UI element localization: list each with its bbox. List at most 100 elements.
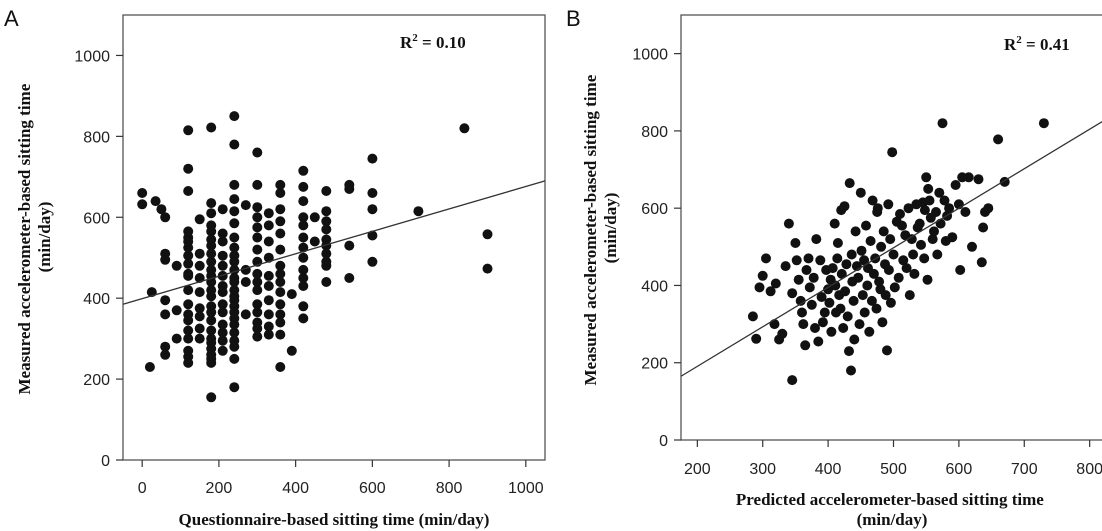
data-point <box>973 174 984 185</box>
x-tick-label: 400 <box>815 461 842 478</box>
data-point <box>229 218 240 229</box>
data-point <box>927 234 938 245</box>
data-point <box>183 242 194 253</box>
data-point <box>883 265 894 275</box>
data-point <box>895 209 905 219</box>
data-point <box>206 307 217 318</box>
data-point <box>978 222 989 233</box>
data-point <box>751 333 762 344</box>
x-tick-label: 300 <box>749 461 776 478</box>
data-point <box>855 187 866 198</box>
data-point <box>183 299 194 310</box>
data-point <box>298 252 309 263</box>
data-point <box>194 333 205 344</box>
panel-b-fit-line <box>680 120 1102 377</box>
data-point <box>889 282 900 293</box>
data-point <box>160 309 171 320</box>
data-point <box>747 311 758 322</box>
data-point <box>459 123 470 134</box>
data-point <box>309 236 320 247</box>
data-point <box>229 179 240 190</box>
y-tick-label: 200 <box>641 356 668 373</box>
data-point <box>183 325 194 336</box>
data-point <box>275 188 286 198</box>
data-point <box>252 299 263 310</box>
data-point <box>921 172 932 183</box>
panel-b-points <box>747 118 1049 386</box>
data-point <box>252 285 263 296</box>
data-point <box>252 331 263 342</box>
data-point <box>963 172 974 183</box>
data-point <box>909 268 920 279</box>
data-point <box>194 287 205 298</box>
data-point <box>183 258 194 269</box>
data-point <box>229 111 240 122</box>
data-point <box>865 236 876 246</box>
data-point <box>144 362 155 372</box>
y-tick-label: 0 <box>101 453 110 470</box>
data-point <box>160 295 171 306</box>
data-point <box>944 203 955 214</box>
data-point <box>309 212 320 223</box>
data-point <box>777 328 788 339</box>
data-point <box>263 252 274 263</box>
data-point <box>901 263 912 274</box>
data-point <box>367 188 378 198</box>
y-tick-label: 800 <box>83 129 110 146</box>
data-point <box>252 179 263 190</box>
data-point <box>800 340 811 351</box>
data-point <box>194 311 205 322</box>
data-point <box>298 273 309 283</box>
data-point <box>898 255 909 266</box>
data-point <box>413 206 424 217</box>
data-point <box>801 265 812 275</box>
data-point <box>804 282 815 293</box>
data-point <box>206 291 217 302</box>
data-point <box>864 326 875 337</box>
data-point <box>877 317 888 328</box>
panel-b-x-axis-title: Predicted accelerometer-based sitting ti… <box>736 490 1048 529</box>
panel-b-x-axis: 200 300 400 500 600 700 800 <box>684 440 1102 478</box>
data-point <box>217 319 228 330</box>
data-point <box>194 323 205 334</box>
x-tick-label: 200 <box>684 461 711 478</box>
data-point <box>919 253 930 264</box>
x-tick-label: 0 <box>138 480 147 497</box>
data-point <box>844 346 854 357</box>
data-point <box>171 333 182 344</box>
data-point <box>229 242 240 253</box>
data-point <box>263 321 274 332</box>
data-point <box>787 288 798 299</box>
data-point <box>298 264 309 275</box>
x-tick-label: 600 <box>359 480 386 497</box>
data-point <box>229 256 240 267</box>
data-point <box>183 315 194 326</box>
data-point <box>298 313 309 324</box>
y-tick-label: 0 <box>659 433 668 450</box>
data-point <box>286 345 297 356</box>
data-point <box>206 198 217 209</box>
data-point <box>832 253 843 264</box>
x-tick-label: 200 <box>206 480 233 497</box>
data-point <box>806 299 817 310</box>
data-point <box>183 163 194 174</box>
data-point <box>217 307 228 318</box>
data-point <box>482 263 493 274</box>
panel-b-letter: B <box>566 6 581 31</box>
data-point <box>783 218 794 229</box>
data-point <box>344 273 355 283</box>
data-point <box>156 204 167 215</box>
data-point <box>252 222 263 233</box>
data-point <box>263 220 274 231</box>
data-point <box>321 277 332 287</box>
data-point <box>217 228 228 239</box>
data-point <box>923 183 934 194</box>
y-tick-label: 600 <box>83 210 110 227</box>
data-point <box>960 207 971 217</box>
data-point <box>367 153 378 164</box>
data-point <box>947 232 958 243</box>
data-point <box>861 220 871 231</box>
panel-a-points <box>137 111 493 403</box>
data-point <box>836 268 847 279</box>
data-point <box>897 220 907 231</box>
